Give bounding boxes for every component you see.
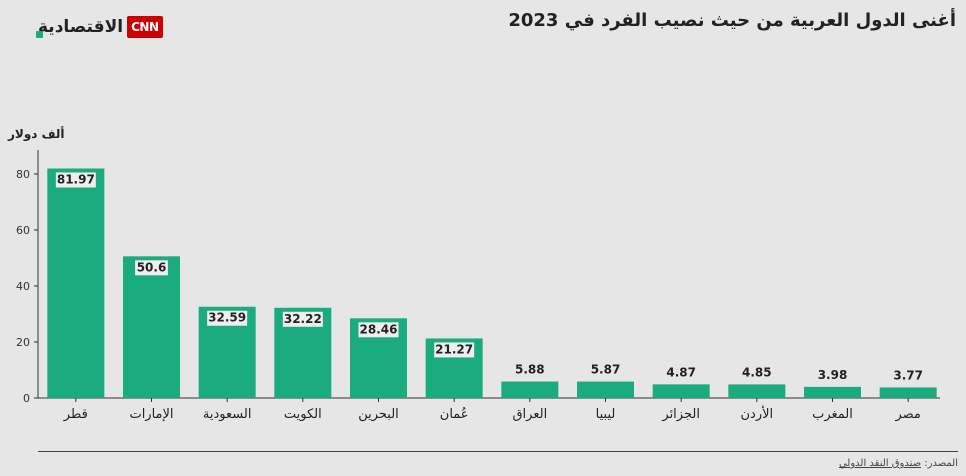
data-label: 3.98 — [818, 368, 848, 382]
bar — [728, 384, 786, 398]
data-label: 32.22 — [284, 312, 322, 326]
data-label-bg — [282, 311, 323, 327]
footer-divider — [38, 451, 958, 452]
data-label-bg — [135, 260, 168, 276]
bar — [123, 256, 180, 398]
chart-title: أغنى الدول العربية من حيث نصيب الفرد في … — [508, 10, 956, 31]
bar — [804, 386, 861, 398]
x-tick-label: الأردن — [741, 405, 774, 422]
data-label-bg — [434, 342, 475, 358]
data-label: 28.46 — [360, 322, 398, 336]
logo-dot — [36, 31, 43, 38]
x-tick-label: الكويت — [284, 407, 322, 422]
bar — [501, 381, 559, 398]
data-label: 81.97 — [57, 172, 95, 186]
y-tick-label: 60 — [16, 224, 30, 237]
data-label-bg — [358, 322, 399, 338]
x-tick-label: ليبيا — [596, 407, 616, 422]
y-tick-label: 40 — [16, 280, 30, 293]
logo-text: الاقتصادية — [38, 17, 124, 37]
data-label: 3.77 — [893, 368, 923, 382]
data-label: 4.87 — [666, 365, 696, 379]
y-tick-label: 80 — [16, 168, 30, 181]
data-label: 32.59 — [208, 311, 246, 325]
y-axis-unit-label: ألف دولار — [8, 127, 65, 141]
source-link[interactable]: صندوق النقد الدولي — [838, 458, 922, 469]
x-tick-label: عُمان — [440, 406, 469, 422]
data-label: 5.88 — [515, 363, 545, 377]
data-label: 50.6 — [137, 260, 167, 274]
bar — [577, 381, 634, 398]
bar — [652, 384, 710, 398]
source-note: المصدر: صندوق النقد الدولي — [839, 458, 958, 469]
x-tick-label: الجزائر — [661, 407, 700, 422]
x-tick-label: مصر — [894, 407, 920, 422]
x-tick-label: المغرب — [812, 407, 853, 422]
data-label: 5.87 — [591, 363, 621, 377]
cnn-badge: CNN — [127, 16, 163, 38]
y-tick-label: 0 — [23, 392, 30, 405]
y-tick-label: 20 — [16, 336, 30, 349]
data-label-bg — [55, 172, 96, 188]
x-tick-label: الإمارات — [129, 407, 173, 422]
source-label: المصدر: — [924, 458, 958, 469]
x-tick-label: السعودية — [203, 407, 252, 422]
data-label: 4.85 — [742, 365, 772, 379]
x-tick-label: البحرين — [358, 407, 399, 422]
bar — [47, 168, 105, 398]
bar — [879, 387, 937, 398]
data-label-bg — [207, 310, 248, 326]
x-tick-label: العراق — [512, 407, 547, 422]
data-label: 21.27 — [435, 342, 473, 356]
brand-logo: الاقتصادية CNN — [36, 16, 163, 38]
x-tick-label: قطر — [63, 407, 88, 422]
